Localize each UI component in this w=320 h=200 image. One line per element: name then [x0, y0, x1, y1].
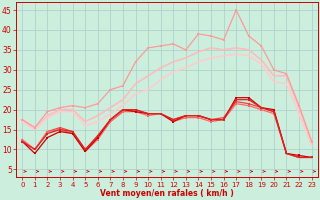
- X-axis label: Vent moyen/en rafales ( km/h ): Vent moyen/en rafales ( km/h ): [100, 189, 234, 198]
